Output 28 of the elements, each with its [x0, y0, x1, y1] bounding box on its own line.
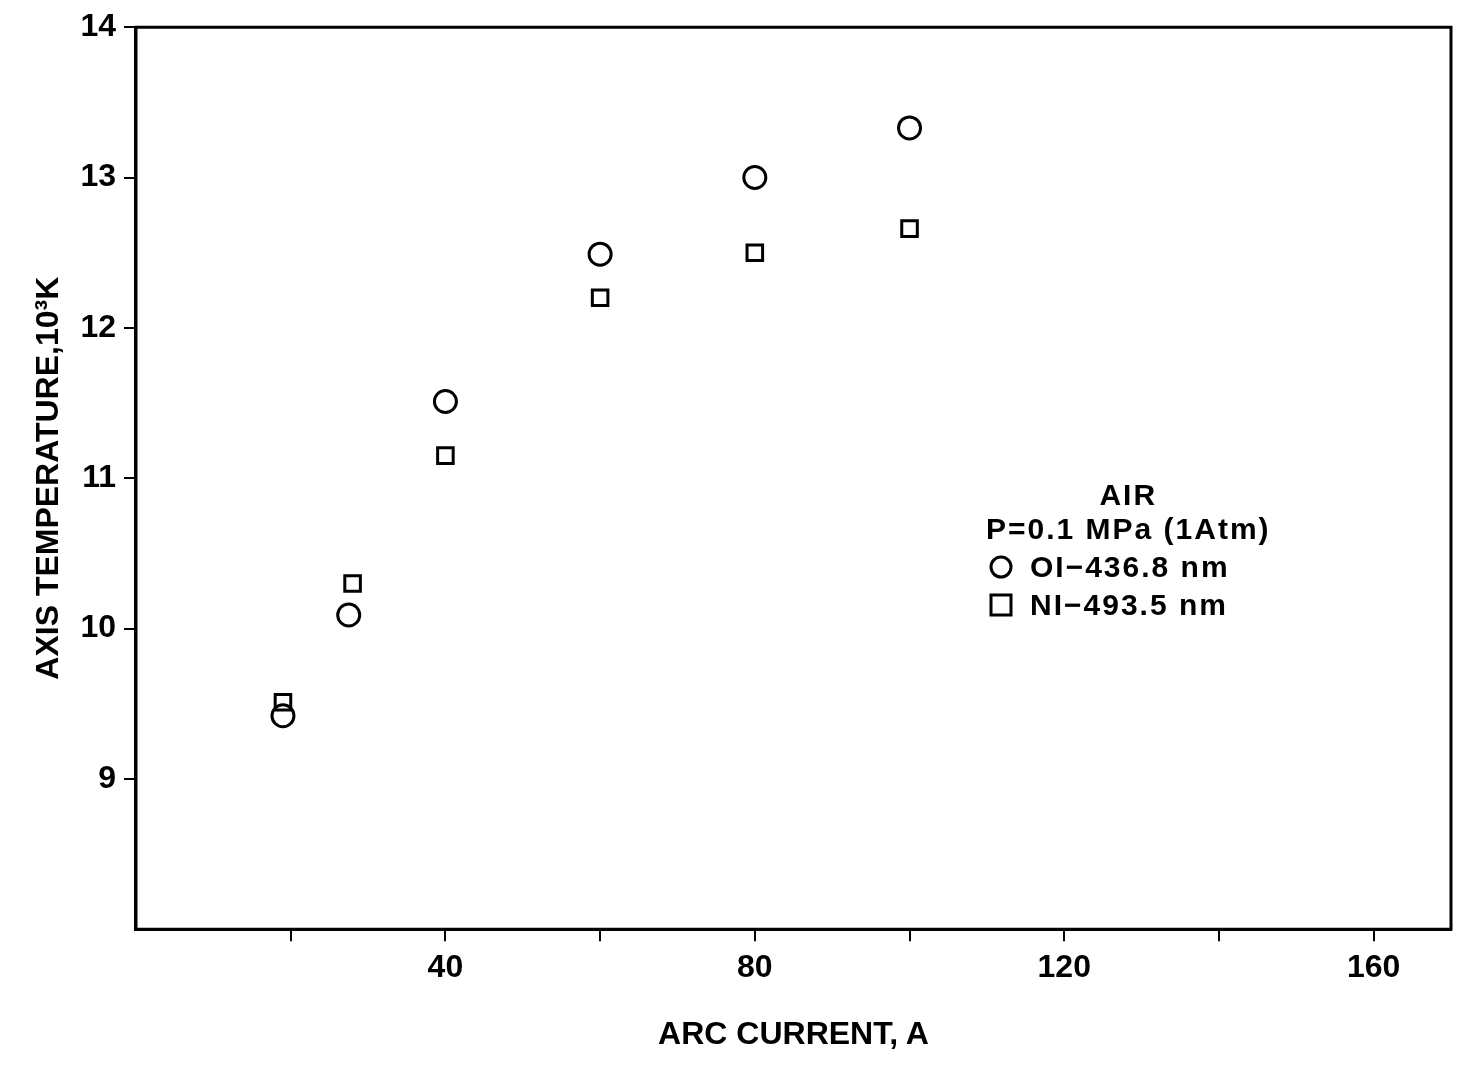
y-tick-label: 9	[98, 758, 116, 795]
point	[436, 446, 455, 465]
y-tick-label: 14	[80, 7, 117, 44]
point	[336, 602, 362, 628]
point	[273, 692, 293, 712]
y-axis-title: AXIS TEMPERATURE,10³K	[29, 276, 66, 680]
x-axis-title: ARC CURRENT, A	[658, 1014, 929, 1051]
legend-title: AIR	[1098, 478, 1159, 513]
point	[745, 243, 765, 262]
point	[590, 288, 610, 308]
point	[432, 389, 458, 415]
point	[742, 165, 768, 191]
legend-label: NI−493.5 nm	[1030, 588, 1228, 623]
point	[587, 241, 613, 267]
point	[897, 115, 923, 141]
point	[270, 703, 296, 729]
x-tick-label: 120	[1037, 948, 1091, 985]
x-tick-label: 160	[1346, 948, 1401, 985]
point	[343, 574, 362, 593]
y-tick-label: 10	[80, 608, 116, 645]
y-tick-label: 12	[80, 307, 116, 344]
point	[900, 219, 919, 238]
y-tick-label: 11	[82, 458, 116, 495]
annotation: P=0.1 MPa (1Atm)	[986, 512, 1271, 547]
x-tick-label: 80	[737, 948, 773, 985]
y-tick-label: 13	[80, 157, 116, 194]
legend-label: OI−436.8 nm	[1030, 550, 1230, 585]
x-tick-label: 40	[427, 948, 464, 985]
